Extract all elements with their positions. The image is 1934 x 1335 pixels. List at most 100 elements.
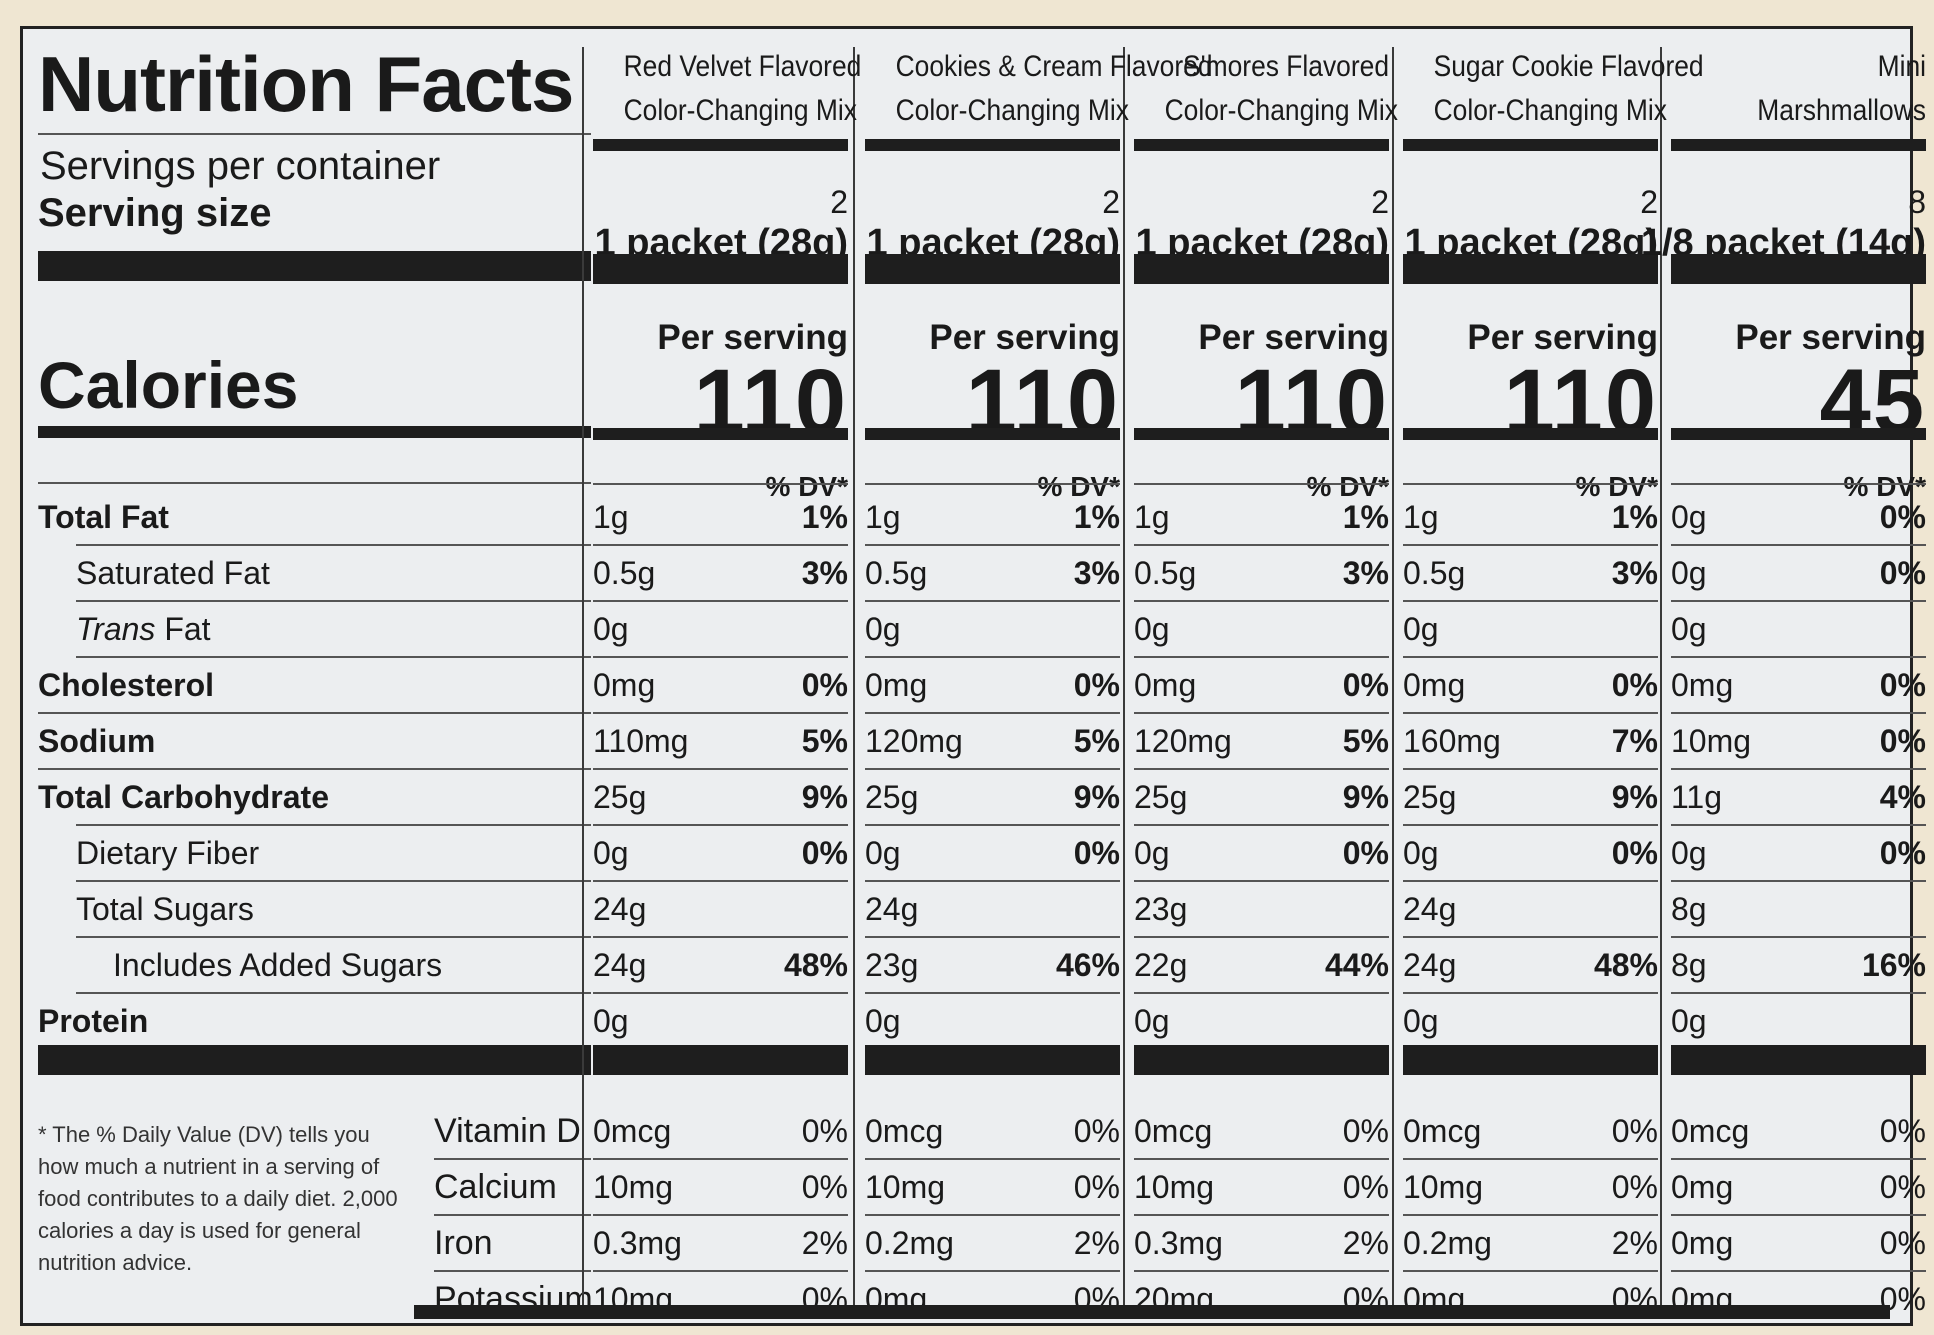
nutrient-dv: 0% (1879, 499, 1926, 535)
header-divider (1403, 139, 1658, 151)
nutrient-row-divider (76, 824, 591, 826)
nutrient-dv: 48% (1593, 947, 1658, 983)
mineral-amount: 10mg (593, 1169, 674, 1205)
nutrient-amount: 0.5g (593, 555, 656, 591)
nutrient-row-divider (76, 936, 591, 938)
label-column: Nutrition Facts Servings per container S… (38, 29, 593, 1323)
calories-divider (1403, 428, 1658, 440)
serving-size-label: Serving size (38, 191, 272, 235)
mineral-dv: 2% (1611, 1225, 1658, 1261)
nutrient-amount: 0.5g (865, 555, 928, 591)
product-column: Mini Marshmallows 8 1/8 packet (14g) Per ser… (1641, 29, 1926, 1323)
nutrient-row-divider (76, 544, 591, 546)
nutrient-dv: 0% (1073, 667, 1120, 703)
row-divider (865, 1270, 1120, 1272)
row-divider (865, 992, 1120, 994)
mineral-amount: 10mg (1403, 1169, 1484, 1205)
mineral-amount: 0mcg (865, 1113, 944, 1149)
nutrient-amount: 25g (593, 779, 647, 815)
title-divider (38, 133, 591, 135)
nutrient-dv: 0% (1611, 667, 1658, 703)
mineral-dv: 0% (1073, 1113, 1120, 1149)
dv-divider (865, 483, 1120, 485)
dv-divider (1403, 483, 1658, 485)
product-name-line1: Sugar Cookie Flavored (1433, 50, 1704, 83)
nutrient-bottom-divider (38, 1045, 591, 1075)
nutrient-amount: 23g (865, 947, 919, 983)
calories-divider (593, 428, 848, 440)
product-name: Sugar Cookie Flavored Color-Changing Mix (1433, 45, 1704, 133)
row-divider (1671, 824, 1926, 826)
row-divider (1134, 880, 1389, 882)
header-divider (1134, 139, 1389, 151)
row-divider (1671, 1158, 1926, 1160)
nutrient-amount: 0g (865, 1003, 901, 1039)
row-divider (1671, 1214, 1926, 1216)
column-separator (853, 47, 855, 1309)
nutrient-amount: 24g (1403, 947, 1457, 983)
row-divider (1134, 768, 1389, 770)
nutrient-amount: 0mg (865, 667, 928, 703)
calories-divider (1671, 428, 1926, 440)
row-divider (593, 544, 848, 546)
product-name: Mini Marshmallows (1702, 45, 1926, 133)
nutrient-amount: 0g (1671, 499, 1707, 535)
mineral-amount: 0mcg (1403, 1113, 1482, 1149)
row-divider (1403, 1270, 1658, 1272)
nutrient-amount: 24g (1403, 891, 1457, 927)
row-divider (865, 600, 1120, 602)
row-divider (593, 824, 848, 826)
daily-value-footnote: * The % Daily Value (DV) tells you how m… (38, 1122, 398, 1275)
product-name-line2: Marshmallows (1757, 94, 1926, 127)
row-divider (1403, 1158, 1658, 1160)
nutrient-amount: 0g (1403, 611, 1439, 647)
nutrient-amount: 24g (593, 891, 647, 927)
nutrient-amount: 24g (593, 947, 647, 983)
row-divider (1134, 600, 1389, 602)
nutrient-amount: 1g (1403, 499, 1439, 535)
nutrient-label-total-sugars: Total Sugars (76, 891, 254, 927)
nutrient-dv: 0% (801, 667, 848, 703)
nutrient-amount: 110mg (593, 723, 689, 759)
mineral-amount: 0.3mg (593, 1225, 682, 1261)
row-divider (1134, 992, 1389, 994)
nutrient-dv: 1% (1073, 499, 1120, 535)
nutrient-dv: 0% (1879, 667, 1926, 703)
servings-per-container-value: 2 (1102, 184, 1120, 220)
servings-per-container-value: 8 (1908, 184, 1926, 220)
header-divider (593, 139, 848, 151)
mineral-label-calcium: Calcium (434, 1168, 557, 1206)
nutrient-dv: 0% (1073, 835, 1120, 871)
row-divider (1134, 1270, 1389, 1272)
row-divider (1671, 1270, 1926, 1272)
dv-header: % DV* (1037, 471, 1120, 502)
product-name-line2: Color-Changing Mix (895, 94, 1129, 127)
nutrient-amount: 0g (593, 835, 629, 871)
serving-divider (1403, 254, 1658, 284)
nutrient-dv: 9% (801, 779, 848, 815)
row-divider (1134, 1214, 1389, 1216)
row-divider (865, 656, 1120, 658)
mineral-dv: 2% (1073, 1225, 1120, 1261)
nutrient-dv: 3% (1073, 555, 1120, 591)
nutrient-amount: 120mg (1134, 723, 1232, 759)
nutrient-label-total-carbohydrate: Total Carbohydrate (38, 779, 329, 815)
row-divider (865, 1158, 1120, 1160)
row-divider (593, 768, 848, 770)
nutrient-amount: 22g (1134, 947, 1188, 983)
mineral-dv: 0% (801, 1113, 848, 1149)
column-separator (1392, 47, 1394, 1309)
nutrient-amount: 0g (1134, 835, 1170, 871)
nutrient-dv: 5% (1073, 723, 1120, 759)
per-serving-label: Per serving (1198, 318, 1389, 357)
row-divider (593, 936, 848, 938)
nutrient-dv: 3% (801, 555, 848, 591)
nutrient-label-protein: Protein (38, 1003, 149, 1039)
nutrient-bottom-divider (1134, 1045, 1389, 1075)
dv-header: % DV* (1575, 471, 1658, 502)
mineral-row-divider (434, 1270, 591, 1272)
mineral-amount: 10mg (865, 1169, 946, 1205)
mineral-dv: 0% (801, 1169, 848, 1205)
nutrient-amount: 0g (1403, 835, 1439, 871)
nutrient-amount: 120mg (865, 723, 963, 759)
